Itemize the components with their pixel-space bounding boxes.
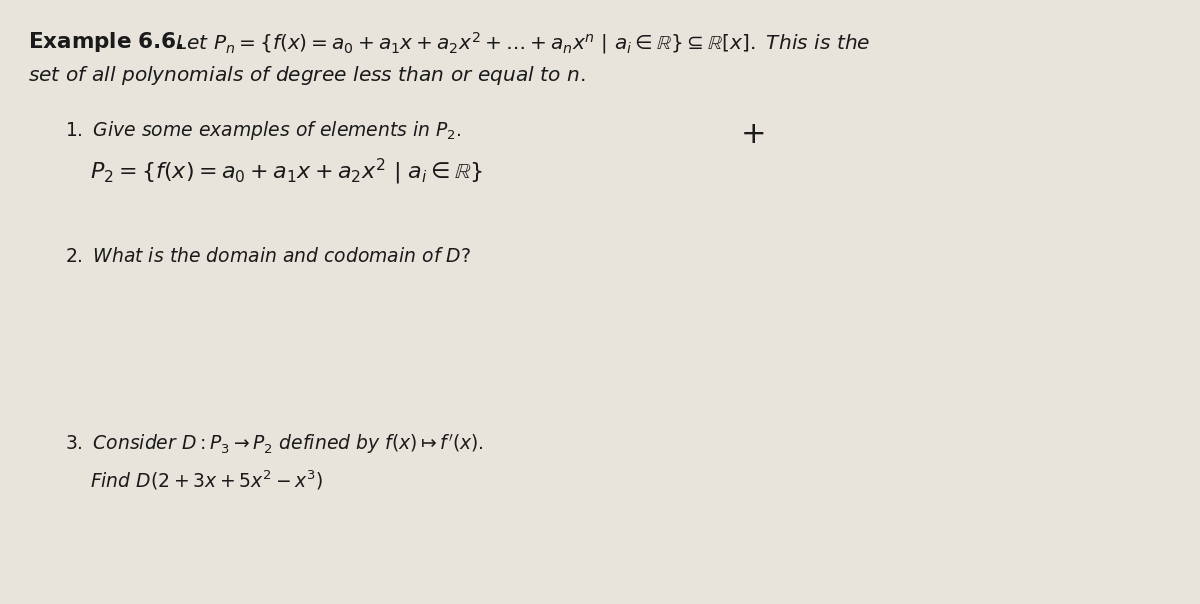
Text: $P_2 = \{f(x) = a_0 + a_1x + a_2x^2\ |\ a_i \in \mathbb{R}\}$: $P_2 = \{f(x) = a_0 + a_1x + a_2x^2\ |\ …	[90, 157, 484, 187]
Text: $\mathbf{Example\ 6.6.}$: $\mathbf{Example\ 6.6.}$	[28, 30, 184, 54]
Text: $2.\ \it{What\ is\ the\ domain\ and\ codomain\ of\ D?}$: $2.\ \it{What\ is\ the\ domain\ and\ cod…	[65, 247, 472, 266]
Text: $3.\ \it{Consider}\ D: P_3 \to P_2\ \it{defined\ by}\ f(x) \mapsto f'(x).$: $3.\ \it{Consider}\ D: P_3 \to P_2\ \it{…	[65, 432, 484, 456]
Text: $\it{set\ of\ all\ polynomials\ of\ degree\ less\ than\ or\ equal\ to\ n.}$: $\it{set\ of\ all\ polynomials\ of\ degr…	[28, 64, 586, 87]
Text: $\it{Let}\ P_n = \{f(x) = a_0 + a_1x + a_2x^2 + \ldots + a_nx^n\ |\ a_i \in \mat: $\it{Let}\ P_n = \{f(x) = a_0 + a_1x + a…	[175, 30, 870, 56]
Text: $\it{Find}\ D(2 + 3x + 5x^2 - x^3)$: $\it{Find}\ D(2 + 3x + 5x^2 - x^3)$	[90, 468, 323, 492]
Text: $+$: $+$	[740, 119, 764, 150]
Text: $1.\ \it{Give\ some\ examples\ of\ elements\ in}\ P_2.$: $1.\ \it{Give\ some\ examples\ of\ eleme…	[65, 119, 462, 142]
